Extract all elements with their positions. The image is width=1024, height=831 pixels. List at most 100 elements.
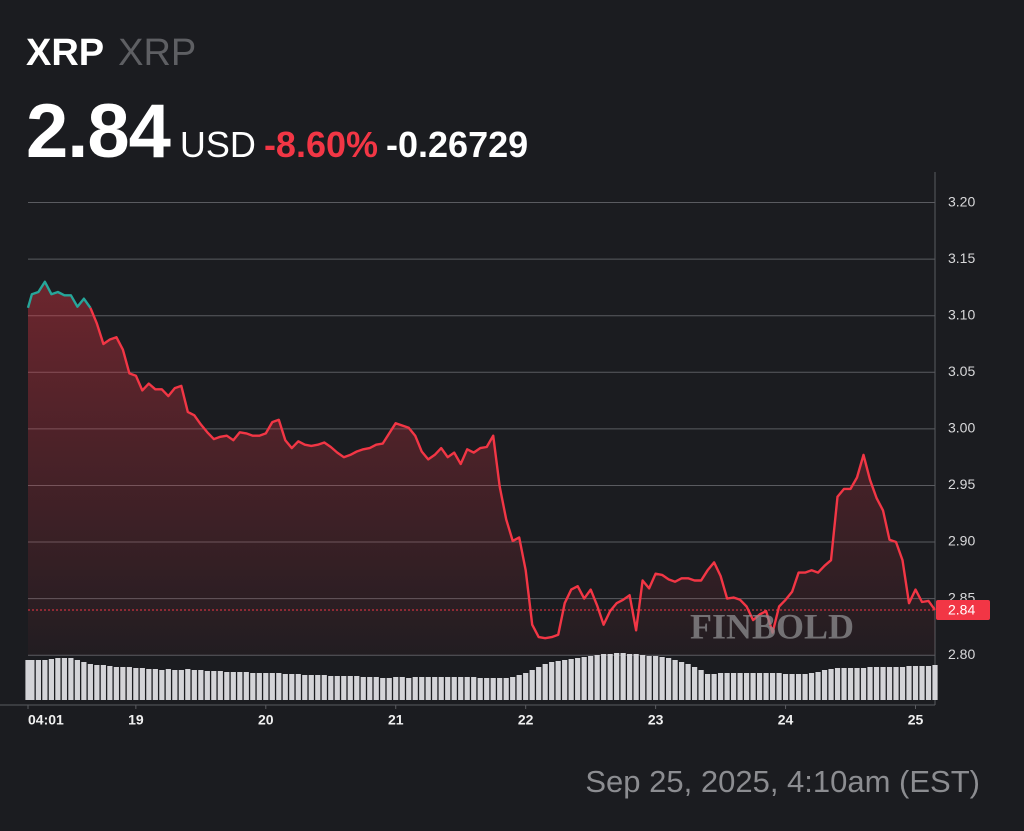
- volume-bar: [68, 658, 74, 700]
- y-tick-label: 3.05: [948, 363, 975, 379]
- volume-bar: [308, 675, 314, 700]
- header-title: XRP XRP: [26, 32, 196, 75]
- volume-bar: [711, 674, 717, 700]
- volume-bar: [334, 676, 340, 700]
- y-tick-label: 2.90: [948, 533, 975, 549]
- volume-bar: [425, 677, 431, 700]
- volume-bar: [217, 671, 223, 700]
- volume-bar: [893, 667, 899, 700]
- volume-bar: [471, 677, 477, 700]
- change-percent: -8.60%: [263, 124, 379, 165]
- volume-bar: [705, 674, 711, 700]
- volume-bar: [763, 673, 769, 700]
- volume-bar: [679, 662, 685, 700]
- price-line-up: [26, 280, 92, 309]
- volume-bar: [302, 675, 308, 700]
- volume-bar: [224, 672, 230, 700]
- y-tick-label: 3.20: [948, 193, 975, 209]
- volume-bar: [523, 673, 529, 700]
- volume-bar: [477, 678, 483, 700]
- volume-bar: [191, 670, 197, 700]
- volume-bar: [769, 673, 776, 700]
- volume-bar: [860, 668, 867, 700]
- volume-bar: [35, 660, 41, 700]
- volume-bar: [321, 675, 327, 700]
- volume-bar: [276, 673, 282, 700]
- volume-bar: [25, 660, 31, 700]
- volume-bar: [549, 662, 555, 700]
- volume-bar: [406, 678, 412, 700]
- volume-bar: [237, 672, 243, 700]
- volume-bar: [263, 673, 269, 700]
- y-tick-label: 2.80: [948, 646, 975, 662]
- volume-bar: [230, 672, 236, 700]
- volume-bar: [458, 677, 464, 700]
- volume-bar: [568, 659, 574, 700]
- volume-bar: [633, 654, 639, 700]
- volume-bar: [847, 668, 854, 700]
- volume-bar: [133, 668, 139, 700]
- volume-bar: [497, 678, 503, 700]
- volume-bar: [295, 674, 301, 700]
- volume-bar: [432, 677, 438, 700]
- volume-bar: [393, 677, 399, 700]
- volume-bar: [438, 677, 444, 700]
- x-tick-label: 04:01: [28, 712, 64, 728]
- volume-bar: [717, 673, 724, 700]
- volume-bar: [269, 673, 275, 700]
- volume-bar: [55, 658, 61, 700]
- y-tick-label: 2.95: [948, 476, 975, 492]
- volume-bar: [834, 668, 841, 700]
- volume-bar: [81, 662, 87, 700]
- volume-bar: [782, 674, 789, 700]
- volume-bar: [692, 667, 698, 700]
- volume-bar: [555, 661, 561, 700]
- volume-bar: [737, 673, 743, 700]
- volume-bar: [243, 672, 249, 700]
- header-price: 2.84 USD -8.60% -0.26729: [26, 88, 528, 175]
- volume-bar: [653, 656, 659, 700]
- volume-bar: [756, 673, 763, 700]
- x-tick-label: 19: [128, 712, 144, 728]
- volume-bar: [347, 676, 353, 700]
- volume-bar: [367, 677, 373, 700]
- volume-bar: [289, 674, 295, 700]
- volume-bar: [256, 673, 262, 700]
- volume-bar: [698, 670, 704, 700]
- volume-bar: [354, 676, 360, 700]
- x-tick-label: 22: [518, 712, 534, 728]
- volume-bar: [867, 667, 873, 700]
- volume-bar: [815, 672, 821, 700]
- volume-bar: [659, 657, 665, 700]
- volume-bar: [730, 673, 737, 700]
- volume-bar: [899, 667, 906, 700]
- volume-bar: [185, 669, 191, 700]
- volume-bar: [841, 668, 847, 700]
- volume-bar: [198, 670, 204, 700]
- volume-bar: [906, 666, 912, 700]
- volume-bar: [536, 667, 542, 700]
- volume-bar: [614, 653, 620, 700]
- volume-bar: [516, 675, 522, 700]
- volume-bar: [165, 669, 171, 700]
- volume-bar: [146, 669, 152, 700]
- volume-bar: [821, 670, 828, 700]
- x-tick-label: 23: [648, 712, 664, 728]
- volume-bar: [646, 656, 652, 700]
- volume-bar: [360, 677, 366, 700]
- y-tick-label: 3.10: [948, 306, 975, 322]
- current-price-label: 2.84: [948, 602, 975, 618]
- volume-bar: [386, 678, 392, 700]
- volume-bar: [925, 666, 932, 700]
- volume-bar: [912, 666, 919, 700]
- volume-bar: [542, 664, 548, 700]
- volume-bar: [607, 654, 613, 700]
- volume-bar: [178, 670, 184, 700]
- volume-bar: [808, 673, 815, 700]
- volume-bar: [315, 675, 321, 700]
- volume-bar: [126, 667, 132, 700]
- volume-bar: [601, 654, 607, 700]
- volume-bar: [484, 678, 490, 700]
- volume-bar: [776, 673, 782, 700]
